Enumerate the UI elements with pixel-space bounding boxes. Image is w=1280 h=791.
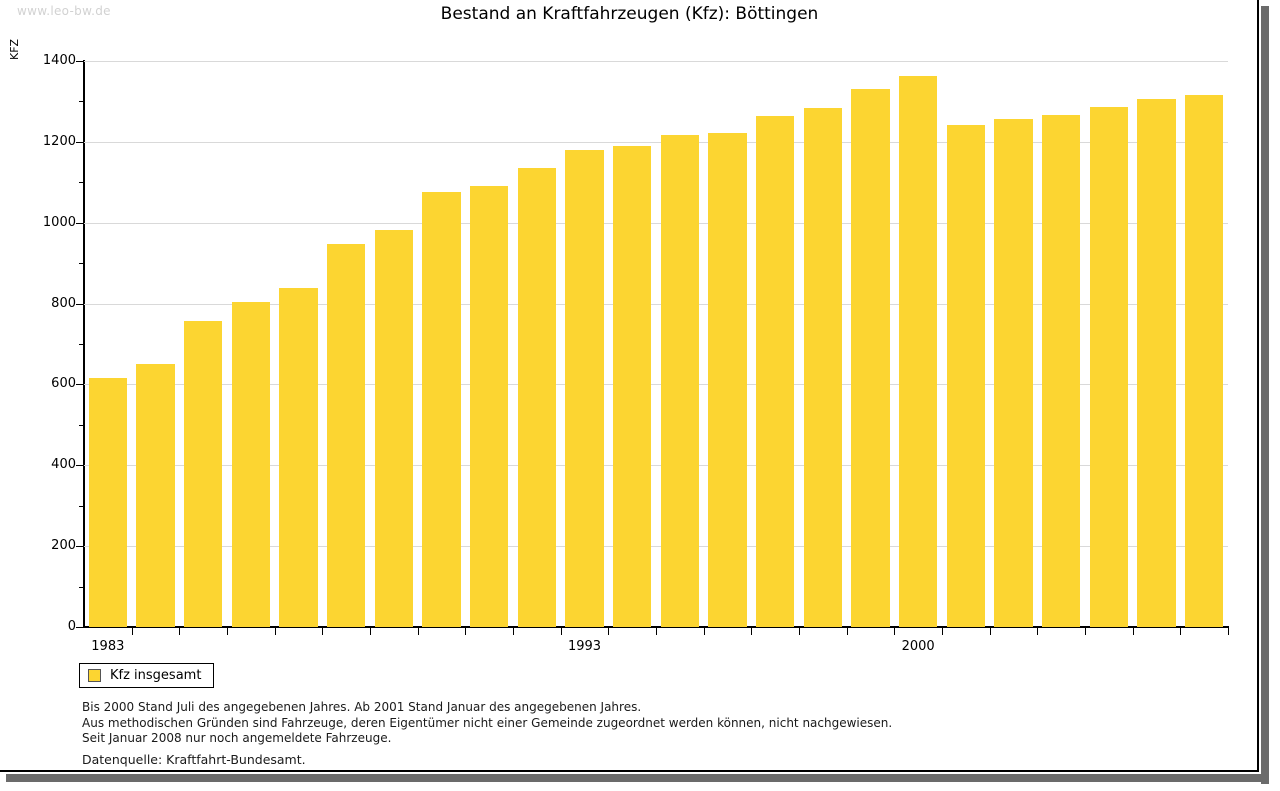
bar[interactable] xyxy=(946,125,985,627)
bar[interactable] xyxy=(708,133,747,627)
y-axis-minor-tick xyxy=(79,586,84,588)
bar[interactable] xyxy=(613,146,652,627)
bar[interactable] xyxy=(470,185,509,627)
bar[interactable] xyxy=(899,75,938,627)
footnote-line-3: Seit Januar 2008 nur noch angemeldete Fa… xyxy=(82,731,392,745)
x-axis-tick xyxy=(846,628,848,635)
x-axis-tick xyxy=(942,628,943,635)
gridline xyxy=(84,465,1228,467)
y-axis-tick xyxy=(76,384,84,386)
x-axis-tick xyxy=(274,628,276,635)
legend-swatch-icon xyxy=(88,669,101,682)
gridline xyxy=(84,222,1228,224)
chart-frame: www.leo-bw.de Bestand an Kraftfahrzeugen… xyxy=(0,0,1259,772)
x-axis-tick xyxy=(894,628,896,635)
x-axis-tick xyxy=(1085,628,1086,635)
bar[interactable] xyxy=(422,191,461,627)
gridline xyxy=(84,303,1228,305)
bar[interactable] xyxy=(851,89,890,627)
y-axis-minor-tick xyxy=(79,424,84,426)
y-axis-tick xyxy=(76,141,84,143)
y-axis-minor-tick xyxy=(79,101,84,103)
x-axis-tick-label: 1983 xyxy=(91,639,125,654)
y-axis-tick-label: 1400 xyxy=(42,53,76,68)
x-axis-tick xyxy=(179,628,181,635)
bar[interactable] xyxy=(136,363,175,627)
x-axis-line xyxy=(83,626,1229,628)
bar[interactable] xyxy=(279,288,318,627)
x-axis-tick-label: 2000 xyxy=(901,639,935,654)
bar[interactable] xyxy=(756,115,795,627)
x-axis-tick xyxy=(703,628,705,635)
y-axis-title: KFZ xyxy=(8,38,21,60)
bar[interactable] xyxy=(1185,94,1224,627)
y-axis-line xyxy=(83,60,85,628)
x-axis-tick xyxy=(417,628,419,635)
bar[interactable] xyxy=(1089,107,1128,627)
x-axis-tick xyxy=(1132,628,1134,635)
x-axis-tick xyxy=(1228,628,1229,635)
x-axis-tick xyxy=(513,628,514,635)
bar[interactable] xyxy=(327,244,366,627)
bar[interactable] xyxy=(1042,115,1081,627)
bar[interactable] xyxy=(231,302,270,627)
data-source: Datenquelle: Kraftfahrt-Bundesamt. xyxy=(82,752,306,767)
y-axis-tick xyxy=(76,546,84,548)
x-axis-tick xyxy=(656,628,657,635)
y-axis-tick xyxy=(76,222,84,224)
frame-shadow-bottom xyxy=(6,774,1269,782)
page-title: Bestand an Kraftfahrzeugen (Kfz): Böttin… xyxy=(440,4,819,24)
gridline xyxy=(84,546,1228,548)
x-axis-tick xyxy=(131,628,133,635)
x-axis-tick xyxy=(989,628,991,635)
bar[interactable] xyxy=(517,167,556,627)
bar[interactable] xyxy=(994,118,1033,627)
y-axis-minor-tick xyxy=(79,505,84,507)
y-axis-tick-label: 400 xyxy=(51,457,76,473)
chart-legend[interactable]: Kfz insgesamt xyxy=(79,663,215,688)
bar[interactable] xyxy=(565,149,604,627)
y-axis-tick-label: 600 xyxy=(51,376,76,392)
y-axis-tick xyxy=(76,627,84,628)
y-axis-minor-tick xyxy=(79,344,84,345)
x-axis-tick xyxy=(227,628,228,635)
watermark: www.leo-bw.de xyxy=(17,4,111,18)
footnotes: Bis 2000 Stand Juli des angegebenen Jahr… xyxy=(82,700,892,747)
footnote-line-1: Bis 2000 Stand Juli des angegebenen Jahr… xyxy=(82,700,642,714)
x-axis-tick xyxy=(1180,628,1182,635)
x-axis-tick xyxy=(751,628,753,635)
y-axis-tick xyxy=(76,61,84,62)
y-axis-tick xyxy=(76,303,84,305)
gridline xyxy=(84,141,1228,143)
x-axis-tick xyxy=(1037,628,1039,635)
gridline xyxy=(84,384,1228,386)
x-axis-tick-label: 1993 xyxy=(567,639,602,654)
gridline xyxy=(84,61,1228,62)
y-axis-tick-label: 1000 xyxy=(42,214,76,230)
footnote-line-2: Aus methodischen Gründen sind Fahrzeuge,… xyxy=(82,715,893,730)
bar[interactable] xyxy=(88,378,127,627)
bar[interactable] xyxy=(184,321,223,627)
x-axis-tick xyxy=(370,628,371,635)
y-axis-minor-tick xyxy=(79,182,84,184)
y-axis-tick xyxy=(76,465,84,467)
y-axis-tick-label: 200 xyxy=(51,538,76,554)
x-axis-tick xyxy=(608,628,610,635)
x-axis-tick xyxy=(322,628,324,635)
bar[interactable] xyxy=(660,134,699,627)
legend-label: Kfz insgesamt xyxy=(110,668,202,683)
y-axis-minor-tick xyxy=(79,263,84,265)
y-axis-tick-label: 1200 xyxy=(42,133,76,149)
y-axis-tick-label: 0 xyxy=(67,619,76,634)
bar[interactable] xyxy=(803,108,842,627)
bar[interactable] xyxy=(1137,99,1176,627)
x-axis-tick xyxy=(799,628,800,635)
frame-shadow-right xyxy=(1261,6,1269,784)
x-axis-tick xyxy=(465,628,467,635)
y-axis-tick-label: 800 xyxy=(51,295,76,311)
x-axis-tick xyxy=(560,628,562,635)
bar[interactable] xyxy=(374,229,413,627)
